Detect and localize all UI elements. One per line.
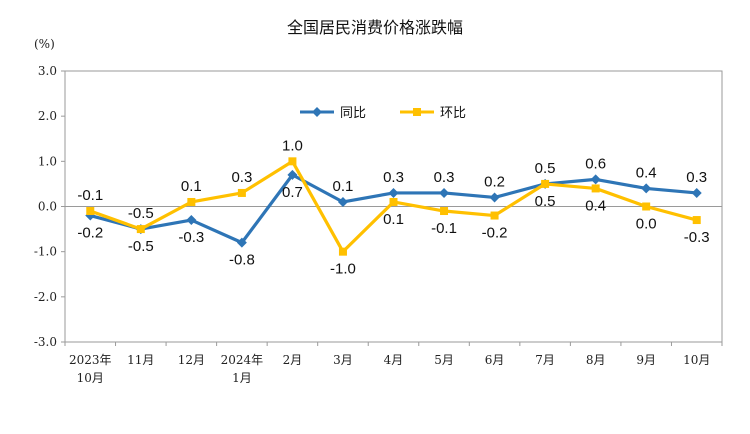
legend-label: 环比 [440,106,466,121]
x-tick-label: 3月 [333,353,353,367]
data-label: -0.5 [128,238,154,255]
data-point [591,184,600,193]
data-label: 0.7 [282,184,303,201]
data-label: -0.5 [128,205,154,222]
data-label: -0.1 [431,220,457,237]
y-axis-unit: (%) [34,37,55,51]
data-label: 0.4 [636,164,657,181]
x-tick-label: 11月 [127,353,154,367]
data-point [641,183,652,194]
y-tick-label: 3.0 [38,64,57,78]
y-tick-label: -1.0 [34,245,57,259]
data-point [541,179,550,188]
chart-title: 全国居民消费价格涨跌幅 [287,18,463,37]
series-mom [86,157,701,256]
data-point [287,169,298,180]
data-point [440,207,449,216]
legend-marker [312,107,322,117]
legend-marker [413,108,421,116]
x-axis-ticks: 2023年 10月 11月 12月 2024年 1月 2月 3月 4月 5月 6月 7月 8月 9月 10月 [64,342,723,385]
data-point [186,215,197,226]
data-point [490,211,499,220]
legend: 同比 环比 [300,106,466,121]
data-point [389,197,398,206]
data-point [692,216,701,225]
y-axis-ticks: 3.0 2.0 1.0 0.0 -1.0 -2.0 -3.0 [34,64,722,349]
data-point [338,247,347,256]
data-point [590,174,601,185]
data-label: 0.0 [636,216,657,233]
x-tick-label: 2024年 [221,353,264,367]
data-label: -0.3 [178,229,204,246]
x-tick-label: 10月 [77,371,104,385]
x-tick-label: 2月 [283,353,303,367]
data-point [388,187,399,198]
x-tick-label: 1月 [232,371,252,385]
data-point [439,187,450,198]
y-tick-label: 0.0 [38,200,57,214]
data-label: 0.3 [686,169,707,186]
data-label: -0.2 [482,225,508,242]
y-tick-label: 1.0 [38,154,57,168]
x-tick-label: 5月 [434,353,454,367]
data-label: -0.8 [229,252,255,269]
data-label: -0.3 [684,229,710,246]
x-tick-label: 7月 [535,353,555,367]
x-tick-label: 4月 [384,353,404,367]
data-point [337,196,348,207]
data-point [136,225,145,234]
x-tick-label: 12月 [178,353,205,367]
data-label: 0.3 [434,169,455,186]
data-point [187,197,196,206]
data-label: 0.1 [383,211,404,228]
data-point [691,187,702,198]
data-label: -1.0 [330,261,356,278]
data-label: 0.5 [535,160,556,177]
x-tick-label: 9月 [636,353,656,367]
data-label: 0.5 [535,193,556,210]
x-tick-label: 2023年 [69,353,112,367]
x-tick-label: 10月 [683,353,710,367]
x-tick-label: 8月 [586,353,606,367]
data-point [86,207,95,216]
y-tick-label: -3.0 [34,335,57,349]
data-label: -0.1 [77,187,103,204]
y-tick-label: 2.0 [38,109,57,123]
data-point [642,202,651,211]
legend-label: 同比 [340,106,366,121]
y-tick-label: -2.0 [34,290,57,304]
data-label: 0.2 [484,173,505,190]
data-label: 0.1 [181,178,202,195]
data-point [288,157,297,166]
series-layer: -0.2 -0.5 -0.3 -0.8 0.7 0.1 0.3 0.3 0.2 0.5 0.6 0.4… [77,137,709,277]
x-tick-label: 6月 [485,353,505,367]
data-point [236,237,247,248]
data-label: 0.3 [383,169,404,186]
data-label: 0.3 [231,169,252,186]
data-label: 0.1 [333,178,354,195]
data-label: -0.2 [77,225,103,242]
data-label: 0.4 [585,197,606,214]
data-point [237,188,246,197]
data-label: 0.6 [585,155,606,172]
data-label: 1.0 [282,137,303,154]
data-point [489,192,500,203]
